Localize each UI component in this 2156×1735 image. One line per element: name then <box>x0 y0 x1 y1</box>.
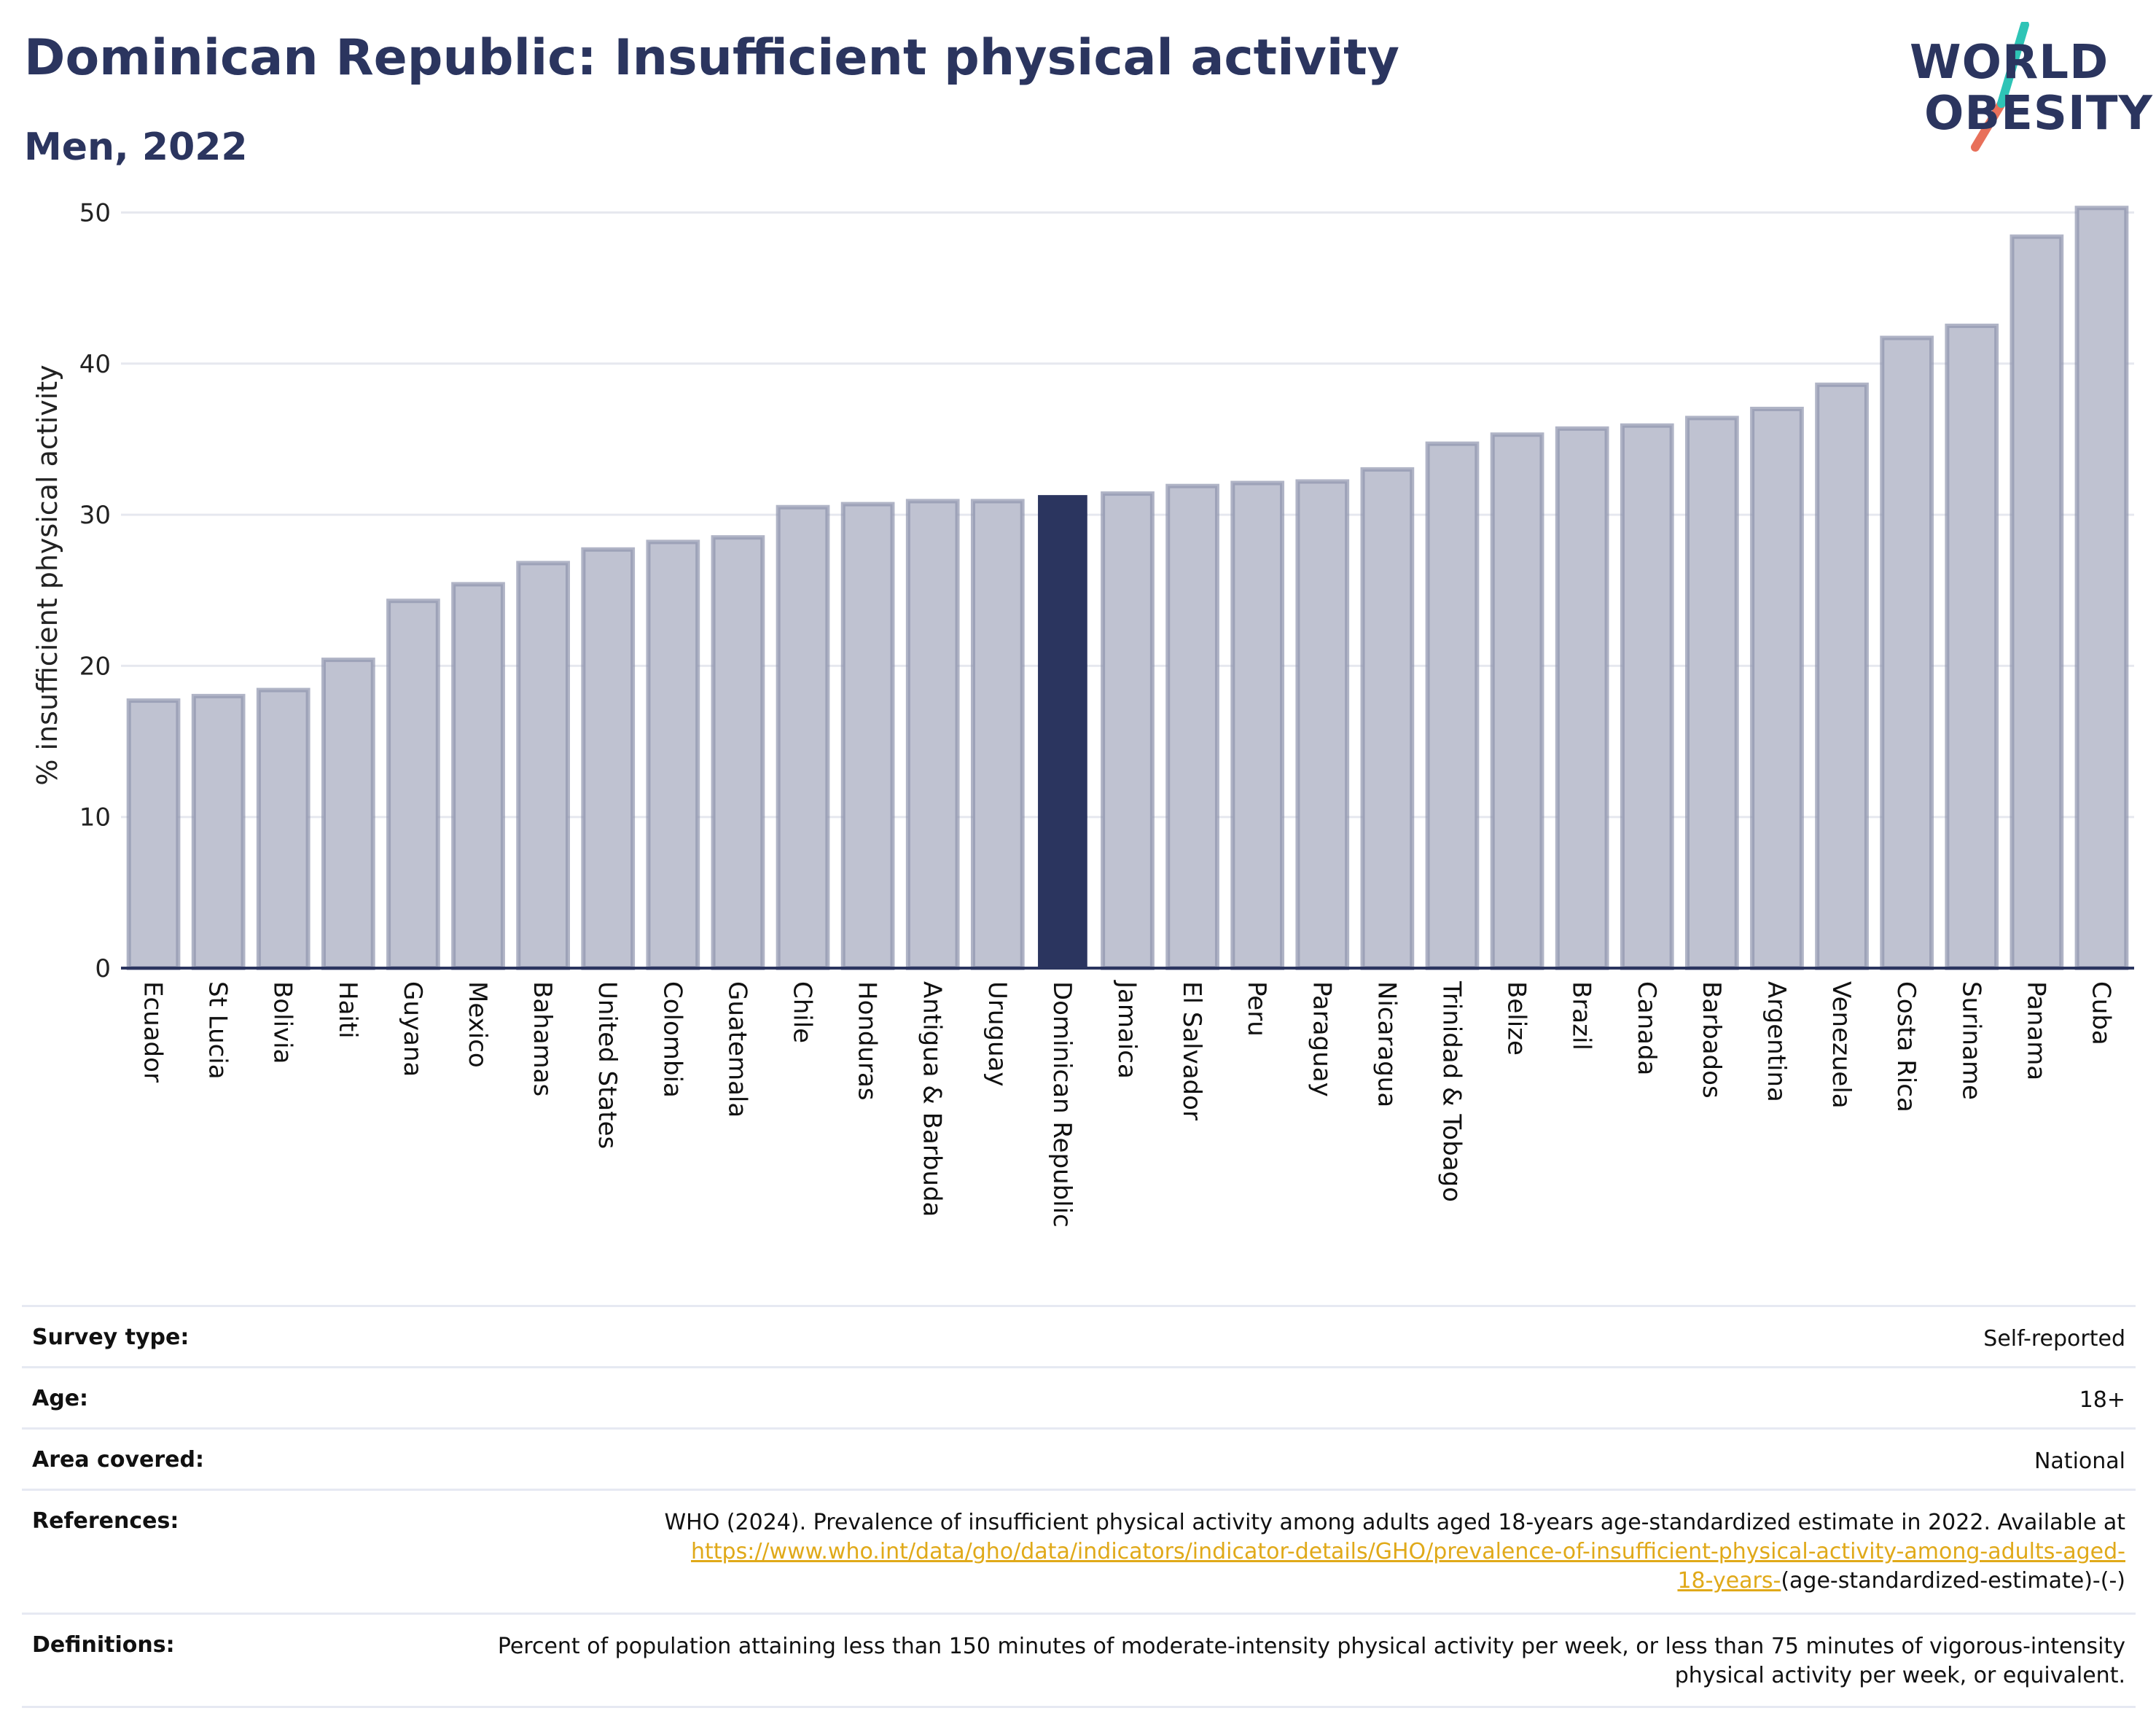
x-tick-label: Uruguay <box>983 981 1012 1087</box>
x-tick-label: Ecuador <box>138 981 168 1083</box>
bar <box>1360 467 1415 970</box>
x-tick-label: Venezuela <box>1827 981 1856 1109</box>
bar <box>776 504 830 970</box>
x-tick-label: Nicaragua <box>1372 981 1401 1107</box>
survey-type-value: Self-reported <box>1983 1326 2125 1352</box>
bar <box>191 693 246 970</box>
references-label: References: <box>32 1508 179 1534</box>
bar <box>2074 206 2129 970</box>
x-tick-label: Honduras <box>853 981 882 1101</box>
area-value: National <box>2034 1449 2125 1474</box>
x-tick-label: Mexico <box>463 981 492 1068</box>
x-tick-label: Brazil <box>1567 981 1596 1050</box>
survey-type-row: Survey type: Self-reported <box>22 1307 2136 1368</box>
x-tick-label: Peru <box>1242 981 1271 1037</box>
world-obesity-logo: WORLD OBESITY <box>1895 22 2152 153</box>
definitions-label: Definitions: <box>32 1632 175 1658</box>
area-label: Area covered: <box>32 1447 204 1473</box>
references-tail: (age-standardized-estimate)-(-) <box>1781 1568 2125 1594</box>
x-tick-label: Argentina <box>1762 981 1791 1102</box>
bar <box>1230 480 1285 970</box>
x-tick-label: Cuba <box>2086 981 2115 1045</box>
details-table: Survey type: Self-reported Age: 18+ Area… <box>22 1305 2136 1708</box>
x-tick-label: Belize <box>1502 981 1531 1056</box>
bar <box>1750 406 1804 970</box>
definitions-value: Percent of population attaining less tha… <box>497 1634 2125 1688</box>
bar <box>1555 426 1609 970</box>
x-tick-label: Bolivia <box>268 981 297 1064</box>
y-tick-label: 20 <box>79 652 111 681</box>
bar <box>1038 495 1087 968</box>
bar <box>1165 483 1219 970</box>
bar <box>840 502 895 971</box>
bar <box>386 599 440 970</box>
bar <box>1620 423 1674 970</box>
bar <box>321 658 375 970</box>
bar <box>256 687 310 970</box>
logo-line2: OBESITY <box>1924 87 2153 141</box>
logo-line1: WORLD <box>1910 36 2109 90</box>
x-tick-label: Costa Rica <box>1891 981 1921 1112</box>
age-value: 18+ <box>2079 1387 2125 1413</box>
x-tick-label: Bahamas <box>528 981 557 1096</box>
bar <box>1685 416 1739 970</box>
bar <box>126 698 181 970</box>
y-tick-label: 10 <box>79 803 111 833</box>
x-tick-label: Suriname <box>1956 981 1985 1100</box>
y-tick-label: 50 <box>79 198 111 227</box>
chart-title: Dominican Republic: Insufficient physica… <box>24 29 1399 87</box>
definitions-row: Definitions: Percent of population attai… <box>22 1615 2136 1708</box>
y-axis-label: % insufficient physical activity <box>31 364 63 785</box>
age-label: Age: <box>32 1386 89 1411</box>
x-tick-label: Trinidad & Tobago <box>1437 980 1466 1202</box>
x-tick-label: Dominican Republic <box>1047 981 1077 1228</box>
logo-slash-icon <box>1971 22 2029 152</box>
bar <box>451 582 505 970</box>
bar <box>516 561 570 970</box>
references-link[interactable]: https://www.who.int/data/gho/data/indica… <box>691 1539 2125 1594</box>
x-tick-label: Canada <box>1632 981 1661 1075</box>
x-tick-label: Panama <box>2021 981 2050 1080</box>
x-tick-label: Antigua & Barbuda <box>918 981 947 1217</box>
bar <box>711 535 765 970</box>
x-tick-label: Barbados <box>1697 981 1726 1099</box>
y-tick-label: 0 <box>95 954 111 983</box>
bar-chart: 0 10 20 30 40 50 % insufficient physical activ… <box>31 198 2134 1228</box>
bar <box>581 547 636 970</box>
x-tick-label: Paraguay <box>1307 981 1336 1097</box>
y-tick-label: 40 <box>79 350 111 379</box>
bar <box>2009 234 2064 970</box>
bar <box>1295 479 1350 970</box>
age-row: Age: 18+ <box>22 1368 2136 1430</box>
area-row: Area covered: National <box>22 1430 2136 1491</box>
bar <box>905 499 960 970</box>
references-text: WHO (2024). Prevalence of insufficient p… <box>664 1510 2125 1535</box>
bar <box>1425 441 1480 970</box>
bar <box>970 499 1025 970</box>
bar <box>646 539 700 970</box>
chart-subtitle: Men, 2022 <box>24 125 248 169</box>
bar <box>1945 323 1999 970</box>
x-tick-label: Jamaica <box>1112 980 1141 1079</box>
x-tick-label: Chile <box>788 981 817 1043</box>
x-tick-label: Guatemala <box>722 981 751 1118</box>
x-tick-label: Haiti <box>333 981 362 1039</box>
y-tick-label: 30 <box>79 501 111 530</box>
x-tick-label: United States <box>593 981 622 1149</box>
x-tick-label: Guyana <box>398 981 427 1077</box>
bar <box>1101 491 1155 970</box>
references-value: WHO (2024). Prevalence of insufficient p… <box>664 1508 2125 1595</box>
bar <box>1490 432 1544 970</box>
x-tick-label: St Lucia <box>203 981 233 1080</box>
references-row: References: WHO (2024). Prevalence of in… <box>22 1491 2136 1615</box>
references-link-part2: 18-years- <box>1677 1568 1781 1594</box>
x-tick-label: Colombia <box>657 981 687 1098</box>
x-tick-label: El Salvador <box>1177 981 1206 1120</box>
references-link-part1: https://www.who.int/data/gho/data/indica… <box>691 1539 2125 1564</box>
bar <box>1880 335 1934 970</box>
survey-type-label: Survey type: <box>32 1325 190 1350</box>
bar <box>1815 382 1869 970</box>
